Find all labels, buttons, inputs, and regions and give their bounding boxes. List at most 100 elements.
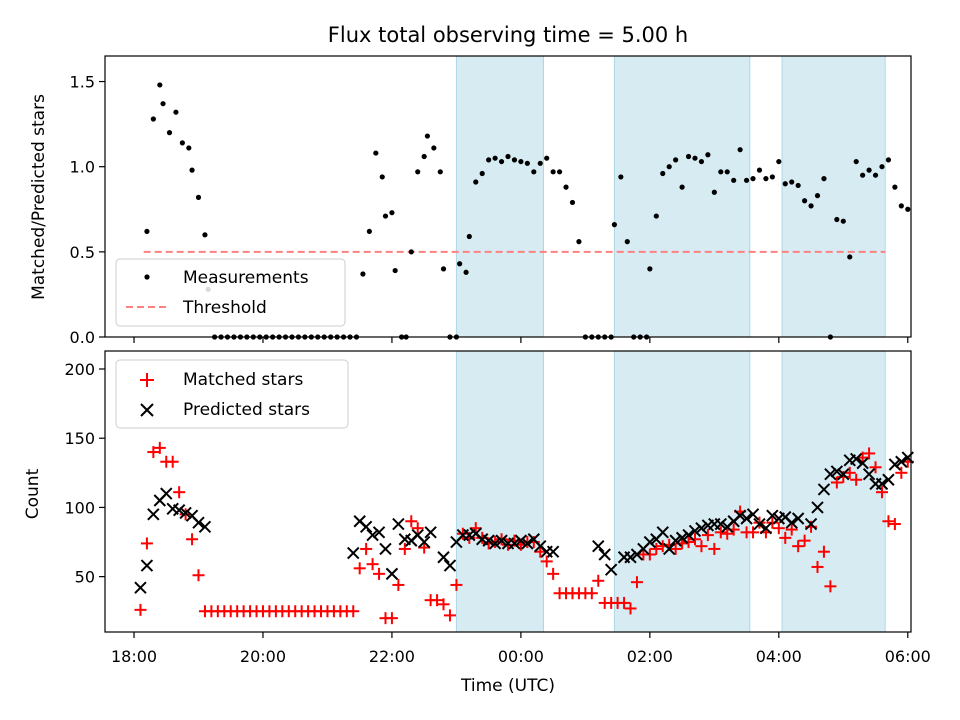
matched-star-point-113 [863, 447, 876, 460]
bottom-ytick-label-2: 150 [64, 429, 95, 448]
measurement-point-2 [157, 82, 163, 88]
predicted-star-point-43 [598, 548, 611, 561]
bottom-ytick-label-0: 50 [75, 568, 95, 587]
measurement-point-97 [731, 177, 737, 183]
matched-star-point-95 [747, 526, 760, 539]
matched-star-point-47 [437, 598, 450, 611]
predicted-star-point-51 [656, 526, 669, 539]
matched-star-point-117 [888, 518, 901, 531]
matched-star-point-41 [398, 542, 411, 555]
predicted-marker-b [488, 537, 502, 550]
predicted-star-point-9 [192, 516, 205, 529]
predicted-star-point-18 [392, 517, 405, 531]
predicted-star-point-1 [140, 559, 154, 572]
measurement-point-119 [872, 172, 879, 178]
predicted-marker-b [398, 533, 412, 546]
measurement-point-55 [466, 233, 472, 240]
measurement-point-10 [202, 232, 208, 238]
predicted-star-point-71 [785, 516, 798, 529]
predicted-star-point-66 [753, 517, 766, 531]
bottom-legend-box [115, 359, 349, 429]
measurement-point-69 [556, 169, 563, 175]
matched-star-point-114 [869, 461, 882, 474]
matched-star-point-76 [624, 602, 637, 615]
predicted-marker-b [759, 521, 773, 535]
bottom-y-axis-label: Count [23, 468, 43, 519]
measurement-point-71 [569, 199, 576, 206]
measurement-point-85 [653, 213, 659, 219]
measurement-point-84 [647, 266, 653, 272]
predicted-star-point-25 [443, 559, 457, 572]
top-legend: Measurements Threshold [115, 258, 346, 327]
measurement-point-66 [537, 160, 543, 166]
measurement-point-88 [673, 157, 679, 163]
predicted-star-point-73 [804, 517, 818, 531]
measurement-point-45 [415, 169, 421, 175]
measurement-point-9 [195, 194, 202, 200]
matched-star-point-0 [134, 603, 147, 616]
matched-star-point-39 [385, 612, 398, 625]
predicted-star-point-77 [830, 465, 844, 478]
measurement-point-124 [905, 206, 911, 212]
matched-star-point-52 [469, 522, 482, 535]
top-shade-2 [781, 55, 886, 338]
matched-star-point-40 [392, 578, 405, 591]
predicted-marker-b [598, 548, 611, 561]
xtick-label-2: 22:00 [369, 647, 415, 666]
predicted-star-point-24 [437, 551, 450, 564]
measurement-point-115 [847, 254, 853, 260]
predicted-marker-b [656, 526, 669, 539]
predicted-star-point-17 [385, 567, 399, 581]
measurement-point-56 [473, 179, 479, 185]
measurement-point-57 [479, 170, 485, 177]
predicted-marker-b [662, 542, 676, 556]
predicted-star-point-68 [766, 509, 779, 522]
top-ytick-label-3: 1.5 [70, 73, 95, 92]
matched-star-point-3 [153, 441, 166, 454]
predicted-marker-b [791, 512, 805, 525]
predicted-marker-b [817, 483, 831, 496]
matched-star-point-103 [798, 534, 811, 547]
measurement-point-94 [711, 189, 717, 195]
measurement-point-91 [692, 155, 698, 161]
predicted-star-point-75 [817, 483, 831, 496]
predicted-star-point-78 [837, 467, 850, 481]
predicted-marker-b [682, 528, 695, 542]
measurement-point-61 [505, 153, 511, 160]
predicted-marker-b [688, 524, 702, 538]
predicted-star-point-56 [688, 524, 702, 538]
predicted-marker-b [379, 542, 392, 556]
bottom-y-axis: 50 100 150 200 [64, 360, 105, 587]
measurement-point-117 [860, 172, 866, 178]
matched-star-point-100 [779, 531, 792, 544]
predicted-marker-b [353, 515, 366, 528]
matched-star-point-9 [192, 569, 205, 582]
predicted-marker-b [766, 509, 779, 522]
measurement-point-68 [550, 169, 556, 175]
predicted-marker-b [198, 520, 212, 534]
top-legend-box [115, 258, 346, 327]
predicted-star-point-84 [875, 477, 889, 491]
predicted-star-point-52 [662, 542, 676, 556]
measurement-point-90 [685, 153, 692, 160]
predicted-star-point-37 [521, 537, 534, 550]
predicted-marker-b [134, 581, 147, 594]
measurement-point-72 [576, 239, 582, 245]
predicted-marker-b [366, 528, 379, 542]
xtick-label-6: 06:00 [885, 647, 931, 666]
measurement-point-116 [853, 158, 859, 165]
measurement-point-70 [563, 184, 569, 190]
measurement-point-87 [666, 164, 672, 170]
matched-star-point-46 [431, 594, 444, 607]
predicted-star-point-85 [882, 473, 895, 486]
predicted-marker-b [140, 559, 154, 572]
predicted-marker-b [875, 477, 889, 491]
measurement-point-54 [463, 269, 469, 275]
measurement-point-40 [389, 210, 395, 216]
top-shaded-intervals [455, 55, 886, 338]
predicted-marker-b [482, 534, 495, 547]
predicted-marker-b [417, 535, 431, 549]
matched-star-point-70 [585, 587, 598, 600]
predicted-star-point-76 [824, 467, 837, 481]
measurement-point-89 [679, 184, 685, 190]
